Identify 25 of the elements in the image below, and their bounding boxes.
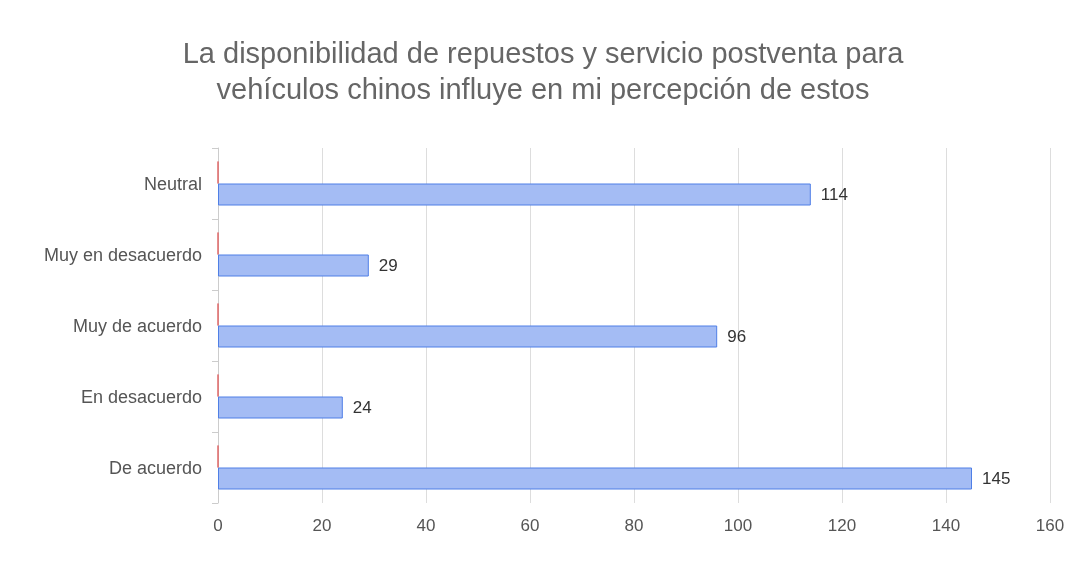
- data-label: 29: [378, 256, 398, 276]
- bar: [218, 396, 343, 419]
- y-tick-label: Muy de acuerdo: [72, 315, 202, 336]
- x-tick-label: 20: [312, 516, 332, 535]
- x-tick-label: 80: [624, 516, 644, 535]
- bar: [218, 325, 718, 348]
- chart-title: La disponibilidad de repuestos y servicio postventa para vehículos chinos influye en mi percepción de estos: [182, 37, 905, 105]
- y-tick-label: Neutral: [143, 173, 202, 194]
- x-tick-label: 100: [723, 516, 753, 535]
- x-tick-label: 0: [213, 516, 223, 535]
- x-tick-label: 140: [931, 516, 961, 535]
- bar: [218, 254, 369, 277]
- data-label: 96: [727, 327, 747, 347]
- bar: [218, 467, 972, 490]
- data-label: 145: [982, 469, 1011, 489]
- y-tick-label: Muy en desacuerdo: [43, 244, 202, 265]
- x-tick-label: 40: [416, 516, 436, 535]
- y-tick-label: En desacuerdo: [80, 386, 202, 407]
- x-tick-label: 120: [827, 516, 857, 535]
- data-label: 24: [352, 398, 372, 418]
- data-label: 114: [820, 185, 848, 205]
- bar: [218, 183, 811, 206]
- x-tick-label: 60: [520, 516, 540, 535]
- x-tick-label: 160: [1035, 516, 1065, 535]
- y-tick-label: De acuerdo: [108, 457, 202, 478]
